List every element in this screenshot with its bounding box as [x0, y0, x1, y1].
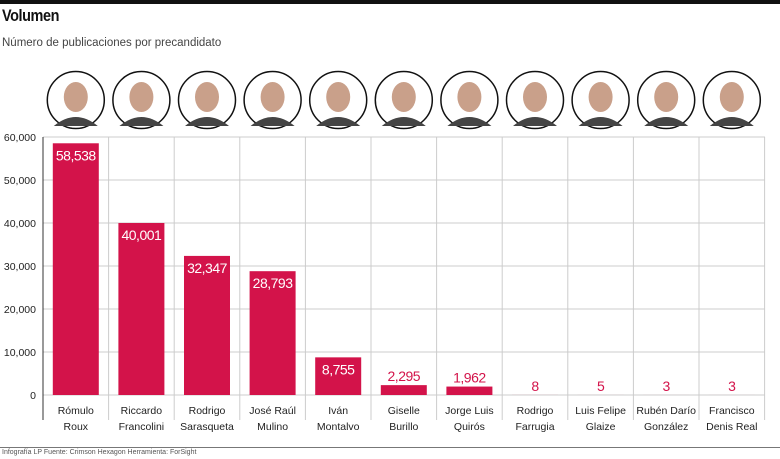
candidate-face — [63, 82, 88, 112]
y-tick-label: 30,000 — [4, 261, 36, 273]
x-tick-label: Sarasqueta — [180, 421, 234, 433]
chart-subtitle: Número de publicaciones por precandidato — [2, 37, 222, 49]
y-tick-label: 10,000 — [4, 347, 36, 359]
candidate-face — [457, 82, 482, 112]
y-tick-label: 20,000 — [4, 304, 36, 316]
x-tick-label: Quirós — [454, 421, 485, 433]
data-label: 32,347 — [187, 260, 228, 276]
candidate-face — [523, 82, 547, 112]
x-tick-label: Burillo — [389, 421, 418, 433]
candidate-face — [195, 82, 219, 112]
bar — [315, 357, 362, 395]
candidate-shoulders — [53, 117, 98, 126]
candidate-shoulders — [578, 117, 623, 126]
x-tick-label: Farrugia — [515, 421, 554, 433]
bar — [249, 271, 296, 395]
candidate-face — [719, 82, 744, 112]
bar — [184, 255, 230, 395]
candidate-face — [588, 82, 613, 112]
x-tick-label: Jorge Luis — [445, 405, 493, 417]
x-tick-label: Luis Felipe — [575, 405, 626, 417]
x-tick-label: González — [644, 421, 688, 433]
data-label: 40,001 — [121, 227, 162, 243]
candidate-shoulders — [447, 117, 492, 126]
candidate-shoulders — [709, 117, 754, 126]
candidate-shoulders — [250, 117, 295, 126]
data-label: 2,295 — [388, 368, 421, 384]
candidate-shoulders — [119, 117, 164, 126]
bar — [446, 386, 493, 395]
top-rule — [0, 0, 780, 4]
y-tick-label: 60,000 — [4, 132, 36, 144]
data-label: 8 — [531, 378, 539, 394]
candidate-face — [391, 82, 416, 112]
x-tick-label: Mulino — [257, 421, 288, 433]
x-tick-label: Rómulo — [58, 405, 94, 417]
x-tick-label: Glaize — [586, 421, 616, 433]
x-tick-label: Rubén Darío — [636, 405, 696, 417]
x-tick-label: Denis Real — [706, 421, 757, 433]
chart-title: Volumen — [2, 6, 59, 25]
y-tick-label: 0 — [30, 390, 36, 402]
x-tick-label: Roux — [64, 421, 89, 433]
y-tick-label: 50,000 — [4, 175, 36, 187]
x-tick-label: Francolini — [119, 421, 165, 433]
x-tick-label: Montalvo — [317, 421, 360, 433]
x-tick-label: Riccardo — [121, 405, 163, 417]
candidate-face — [260, 82, 285, 112]
candidate-shoulders — [316, 117, 361, 126]
footer-credits: Infografía LP Fuente: Crimson Hexagon He… — [2, 449, 197, 456]
candidate-shoulders — [644, 117, 689, 126]
bar — [52, 143, 99, 395]
data-label: 3 — [728, 378, 736, 394]
data-label: 8,755 — [322, 361, 355, 377]
bar-chart: 010,00020,00030,00040,00050,00060,00058,… — [4, 70, 766, 433]
bar — [118, 222, 165, 395]
candidate-shoulders — [513, 117, 557, 126]
x-tick-label: Iván — [328, 405, 348, 417]
data-label: 58,538 — [56, 147, 97, 163]
candidate-shoulders — [381, 117, 426, 126]
x-tick-label: Giselle — [388, 405, 420, 417]
data-label: 3 — [663, 378, 671, 394]
candidate-face — [654, 82, 679, 112]
x-tick-label: José Raúl — [249, 405, 296, 417]
x-tick-label: Rodrigo — [189, 405, 226, 417]
y-tick-label: 40,000 — [4, 218, 36, 230]
footer-divider — [0, 447, 780, 448]
bar — [380, 385, 427, 395]
data-label: 28,793 — [253, 275, 294, 291]
data-label: 1,962 — [453, 370, 486, 386]
candidate-face — [129, 82, 154, 112]
candidate-face — [326, 82, 351, 112]
x-tick-label: Francisco — [709, 405, 755, 417]
x-tick-label: Rodrigo — [517, 405, 554, 417]
candidate-shoulders — [185, 117, 229, 126]
data-label: 5 — [597, 378, 605, 394]
